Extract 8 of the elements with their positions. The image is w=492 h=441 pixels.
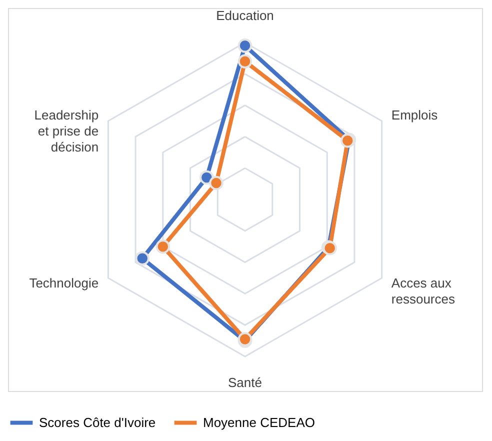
spoke-label: Leadership et prise de décision — [34, 108, 99, 155]
spoke-label: Santé — [228, 375, 262, 390]
spoke-label: Education — [216, 8, 274, 23]
legend-label: Moyenne CEDEAO — [203, 414, 315, 430]
spoke-label: Technologie — [29, 275, 99, 290]
spoke-label: Emplois — [391, 108, 438, 123]
legend-label: Scores Côte d'Ivoire — [39, 414, 156, 430]
spoke-label: Acces aux ressources — [391, 275, 456, 306]
